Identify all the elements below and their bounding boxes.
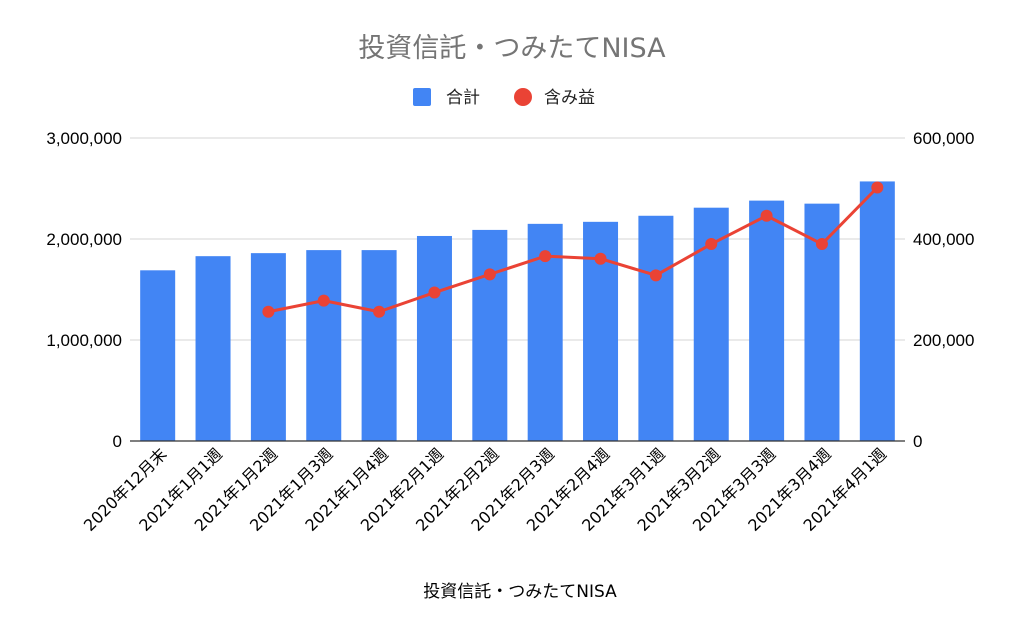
profit-point <box>760 209 773 222</box>
y-tick-label-left: 2,000,000 <box>46 230 122 249</box>
x-axis-label: 投資信託・つみたてNISA <box>423 582 617 602</box>
profit-point <box>317 294 330 307</box>
profit-point <box>594 252 607 265</box>
legend-label-total: 合計 <box>446 88 480 108</box>
profit-point <box>539 250 552 263</box>
profit-point <box>871 181 884 194</box>
profit-point <box>483 268 496 281</box>
bar <box>472 229 508 441</box>
legend-swatch-total <box>413 88 431 106</box>
y-tick-label-left: 0 <box>113 432 122 451</box>
bar <box>859 181 895 441</box>
y-tick-label-right: 200,000 <box>913 331 974 350</box>
profit-point <box>649 269 662 282</box>
bar <box>749 200 785 441</box>
y-tick-label-right: 600,000 <box>913 129 974 148</box>
bar <box>140 270 176 441</box>
y-tick-label-right: 400,000 <box>913 230 974 249</box>
gridlines <box>130 137 905 341</box>
profit-line <box>268 186 879 314</box>
line-series <box>262 181 884 318</box>
profit-point <box>428 286 441 299</box>
bar <box>250 253 286 441</box>
chart-title: 投資信託・つみたてNISA <box>358 33 666 64</box>
bars <box>140 181 895 441</box>
y-tick-label-right: 0 <box>913 432 922 451</box>
profit-point <box>262 305 275 318</box>
bar <box>306 250 342 441</box>
legend-label-profit: 含み益 <box>544 88 595 108</box>
legend-marker-profit <box>514 88 532 106</box>
profit-point <box>815 238 828 251</box>
profit-point <box>705 238 718 251</box>
profit-point <box>373 305 386 318</box>
bar <box>361 250 397 441</box>
bar <box>416 235 452 441</box>
y-tick-label-left: 3,000,000 <box>46 129 122 148</box>
bar <box>195 256 231 441</box>
bar <box>638 215 674 441</box>
legend: 合計 含み益 <box>413 88 595 108</box>
y-tick-label-left: 1,000,000 <box>46 331 122 350</box>
